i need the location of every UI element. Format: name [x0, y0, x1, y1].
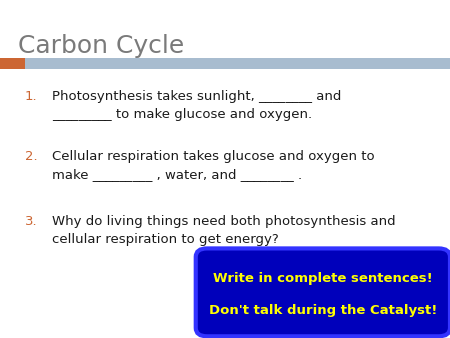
- Text: Why do living things need both photosynthesis and
cellular respiration to get en: Why do living things need both photosynt…: [52, 215, 396, 246]
- FancyBboxPatch shape: [196, 248, 450, 336]
- Text: Carbon Cycle: Carbon Cycle: [18, 34, 184, 58]
- Text: 1.: 1.: [25, 90, 37, 102]
- Text: 2.: 2.: [25, 150, 37, 163]
- Text: Write in complete sentences!: Write in complete sentences!: [213, 272, 433, 285]
- FancyBboxPatch shape: [0, 58, 25, 69]
- Text: 3.: 3.: [25, 215, 37, 227]
- FancyBboxPatch shape: [25, 58, 450, 69]
- Text: Cellular respiration takes glucose and oxygen to
make _________ , water, and ___: Cellular respiration takes glucose and o…: [52, 150, 374, 182]
- Text: Don't talk during the Catalyst!: Don't talk during the Catalyst!: [209, 304, 437, 317]
- Text: Photosynthesis takes sunlight, ________ and
_________ to make glucose and oxygen: Photosynthesis takes sunlight, ________ …: [52, 90, 341, 121]
